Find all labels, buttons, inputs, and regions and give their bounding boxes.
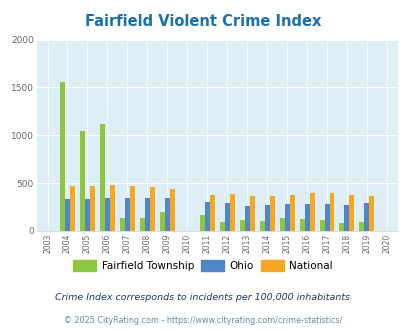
Bar <box>100 124 104 231</box>
Bar <box>324 204 329 231</box>
Bar <box>264 205 269 231</box>
Bar <box>85 199 90 231</box>
Bar <box>110 185 115 231</box>
Bar <box>229 194 234 231</box>
Bar <box>349 195 354 231</box>
Bar <box>358 222 364 231</box>
Bar <box>90 186 95 231</box>
Bar <box>259 221 264 231</box>
Bar <box>149 187 154 231</box>
Bar <box>289 195 294 231</box>
Text: Crime Index corresponds to incidents per 100,000 inhabitants: Crime Index corresponds to incidents per… <box>55 292 350 302</box>
Bar <box>65 199 70 231</box>
Bar <box>219 222 224 231</box>
Bar <box>284 204 289 231</box>
Bar <box>329 193 334 231</box>
Bar <box>160 212 164 231</box>
Bar <box>339 223 343 231</box>
Bar <box>169 189 175 231</box>
Bar <box>224 203 229 231</box>
Bar <box>80 131 85 231</box>
Bar <box>139 217 145 231</box>
Bar <box>244 206 249 231</box>
Bar <box>309 193 314 231</box>
Bar <box>369 196 373 231</box>
Bar <box>119 217 125 231</box>
Bar <box>204 202 209 231</box>
Bar <box>130 186 134 231</box>
Bar <box>199 215 204 231</box>
Bar <box>60 82 65 231</box>
Legend: Fairfield Township, Ohio, National: Fairfield Township, Ohio, National <box>69 256 336 275</box>
Bar <box>70 186 75 231</box>
Bar <box>239 219 244 231</box>
Bar <box>299 219 304 231</box>
Bar <box>164 198 169 231</box>
Bar <box>104 198 110 231</box>
Bar <box>269 196 274 231</box>
Text: © 2025 CityRating.com - https://www.cityrating.com/crime-statistics/: © 2025 CityRating.com - https://www.city… <box>64 315 341 325</box>
Bar <box>343 205 349 231</box>
Bar <box>249 196 254 231</box>
Bar <box>304 204 309 231</box>
Bar <box>125 198 130 231</box>
Bar <box>209 195 214 231</box>
Bar <box>364 203 369 231</box>
Bar <box>145 198 149 231</box>
Bar <box>319 220 324 231</box>
Text: Fairfield Violent Crime Index: Fairfield Violent Crime Index <box>85 14 320 29</box>
Bar <box>279 217 284 231</box>
